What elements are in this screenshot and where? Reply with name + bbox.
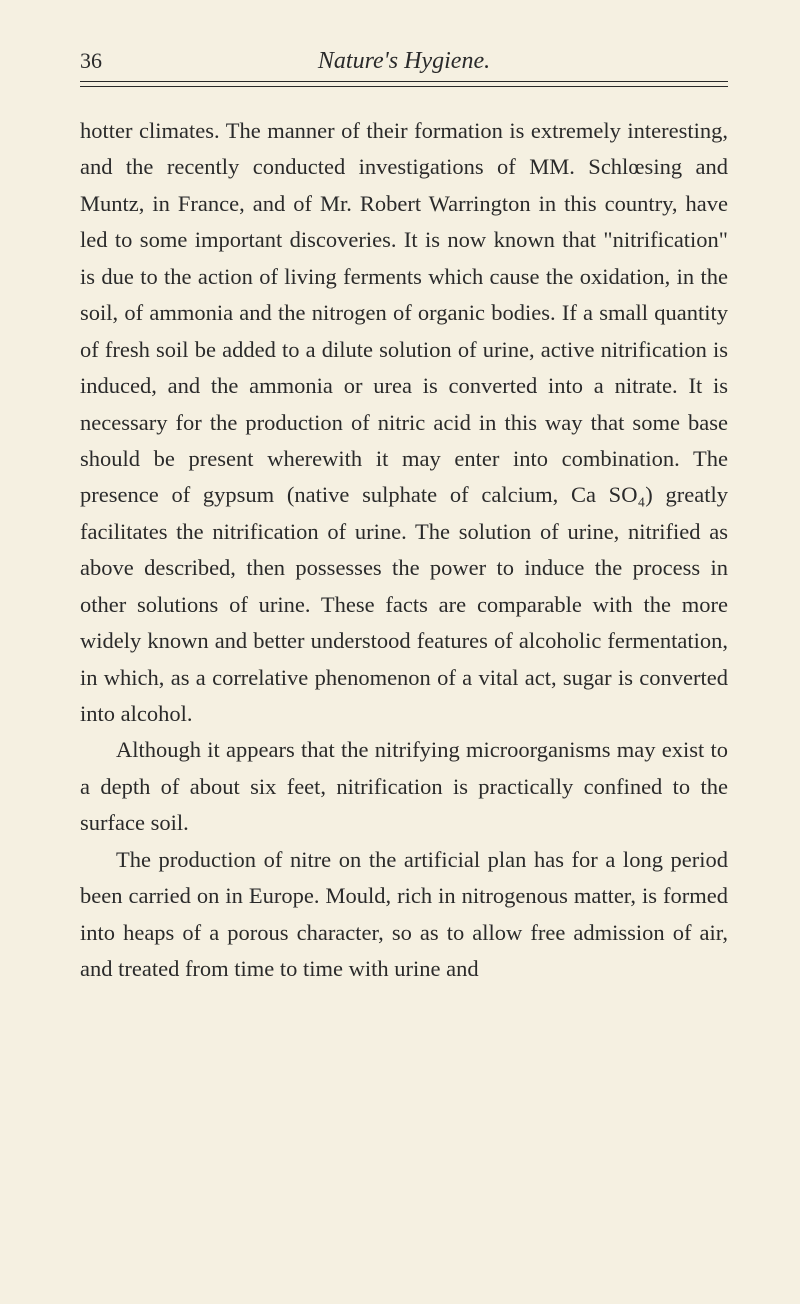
running-title: Nature's Hygiene.: [102, 48, 706, 75]
paragraph-3: The production of nitre on the artificia…: [80, 842, 728, 988]
page-header: 36 Nature's Hygiene.: [80, 48, 728, 82]
paragraph-1: hotter climates. The manner of their for…: [80, 113, 728, 732]
page-number: 36: [80, 48, 102, 74]
header-divider: [80, 86, 728, 87]
body-text: hotter climates. The manner of their for…: [80, 113, 728, 988]
paragraph-2: Although it appears that the nitrifying …: [80, 732, 728, 841]
